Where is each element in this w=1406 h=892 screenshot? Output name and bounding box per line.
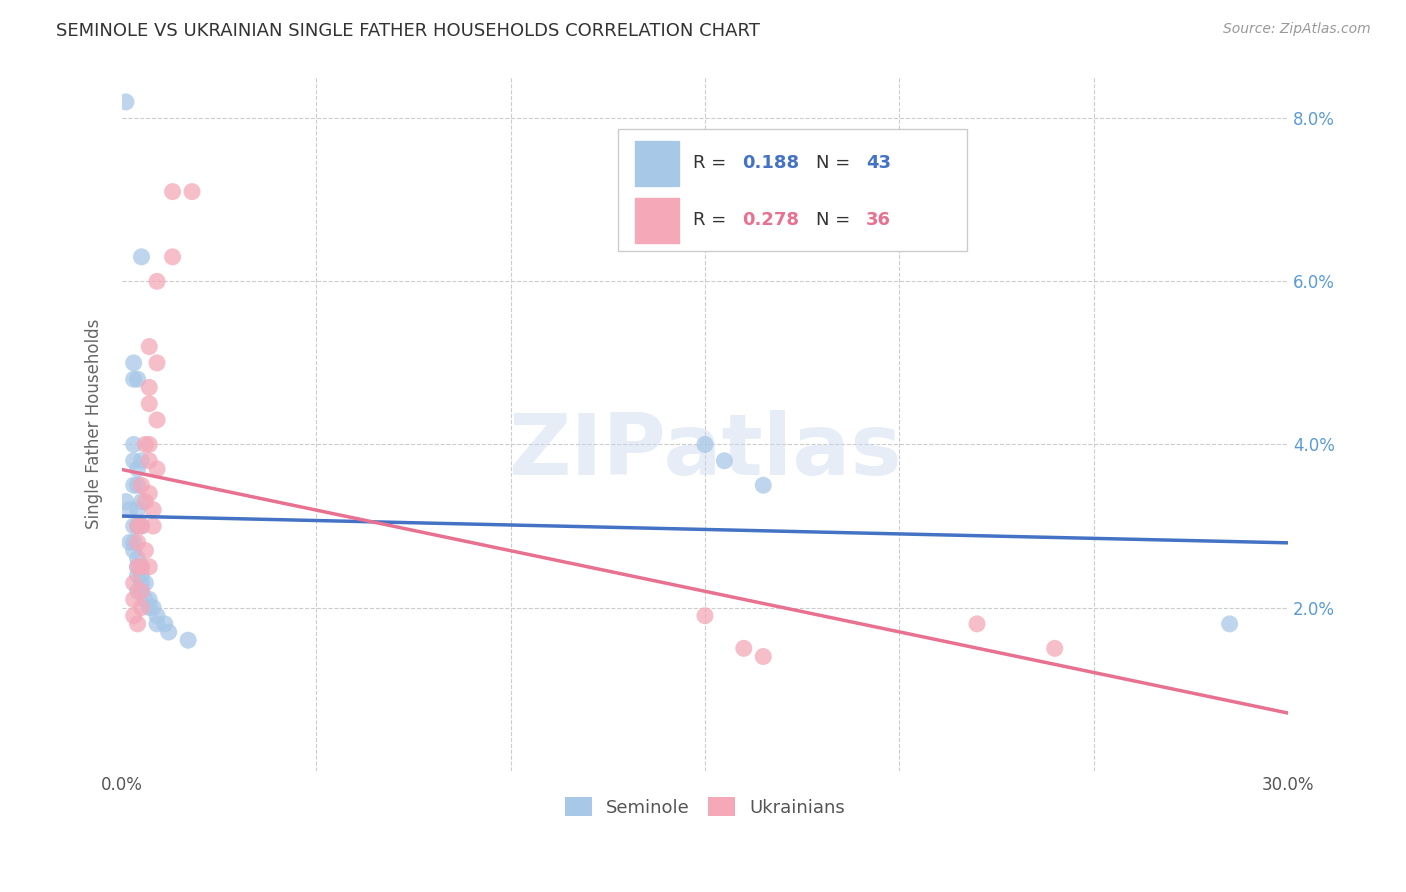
Text: R =: R = [693,211,733,229]
Point [122,592,145,607]
Point [122,576,145,591]
Point [122,535,145,549]
Point [138,340,160,354]
Point [118,535,141,549]
Text: 0.278: 0.278 [742,211,799,229]
Point [122,372,145,386]
Legend: Seminole, Ukrainians: Seminole, Ukrainians [557,790,852,824]
Point [127,372,149,386]
Bar [636,198,679,243]
Point [131,568,153,582]
Point [127,519,149,533]
Point [1219,616,1241,631]
Point [146,462,169,476]
Point [146,274,169,288]
Point [127,559,149,574]
Point [966,616,988,631]
Point [122,437,145,451]
Point [131,478,153,492]
Point [118,502,141,516]
Point [733,641,755,656]
Point [131,494,153,508]
Point [134,576,156,591]
Point [131,519,153,533]
Point [127,502,149,516]
Point [122,608,145,623]
Point [162,250,184,264]
Point [131,584,153,599]
Point [752,649,775,664]
Point [142,600,165,615]
Point [122,454,145,468]
Point [142,519,165,533]
Point [146,356,169,370]
Point [153,616,176,631]
Point [127,568,149,582]
Text: N =: N = [815,211,856,229]
Text: SEMINOLE VS UKRAINIAN SINGLE FATHER HOUSEHOLDS CORRELATION CHART: SEMINOLE VS UKRAINIAN SINGLE FATHER HOUS… [56,22,761,40]
Point [127,478,149,492]
FancyBboxPatch shape [617,129,967,251]
Point [177,633,200,648]
Point [162,185,184,199]
Point [127,535,149,549]
Point [138,592,160,607]
Point [134,592,156,607]
Y-axis label: Single Father Households: Single Father Households [86,318,103,529]
Point [138,437,160,451]
Point [138,380,160,394]
Text: 36: 36 [866,211,891,229]
Point [127,462,149,476]
Point [131,519,153,533]
Point [157,625,180,640]
Point [693,437,716,451]
Text: 0.188: 0.188 [742,154,800,172]
Point [134,437,156,451]
Point [752,478,775,492]
Point [127,616,149,631]
Point [122,543,145,558]
Text: N =: N = [815,154,856,172]
Point [131,559,153,574]
Point [127,551,149,566]
Text: Source: ZipAtlas.com: Source: ZipAtlas.com [1223,22,1371,37]
Point [1043,641,1066,656]
Text: ZIPatlas: ZIPatlas [508,410,901,493]
Point [134,543,156,558]
Point [115,494,138,508]
Point [146,616,169,631]
Point [131,584,153,599]
Point [131,250,153,264]
Point [138,454,160,468]
Point [127,559,149,574]
Point [138,559,160,574]
Point [122,356,145,370]
Point [127,584,149,599]
Point [131,576,153,591]
Point [131,559,153,574]
Point [138,397,160,411]
Point [131,454,153,468]
Point [146,413,169,427]
Point [122,519,145,533]
Point [122,478,145,492]
Point [142,502,165,516]
Text: R =: R = [693,154,733,172]
Point [138,486,160,500]
Point [138,600,160,615]
Point [713,454,735,468]
Point [181,185,204,199]
Bar [636,141,679,186]
Point [693,608,716,623]
Point [131,600,153,615]
Point [127,519,149,533]
Point [115,95,138,109]
Point [146,608,169,623]
Point [134,494,156,508]
Text: 43: 43 [866,154,891,172]
